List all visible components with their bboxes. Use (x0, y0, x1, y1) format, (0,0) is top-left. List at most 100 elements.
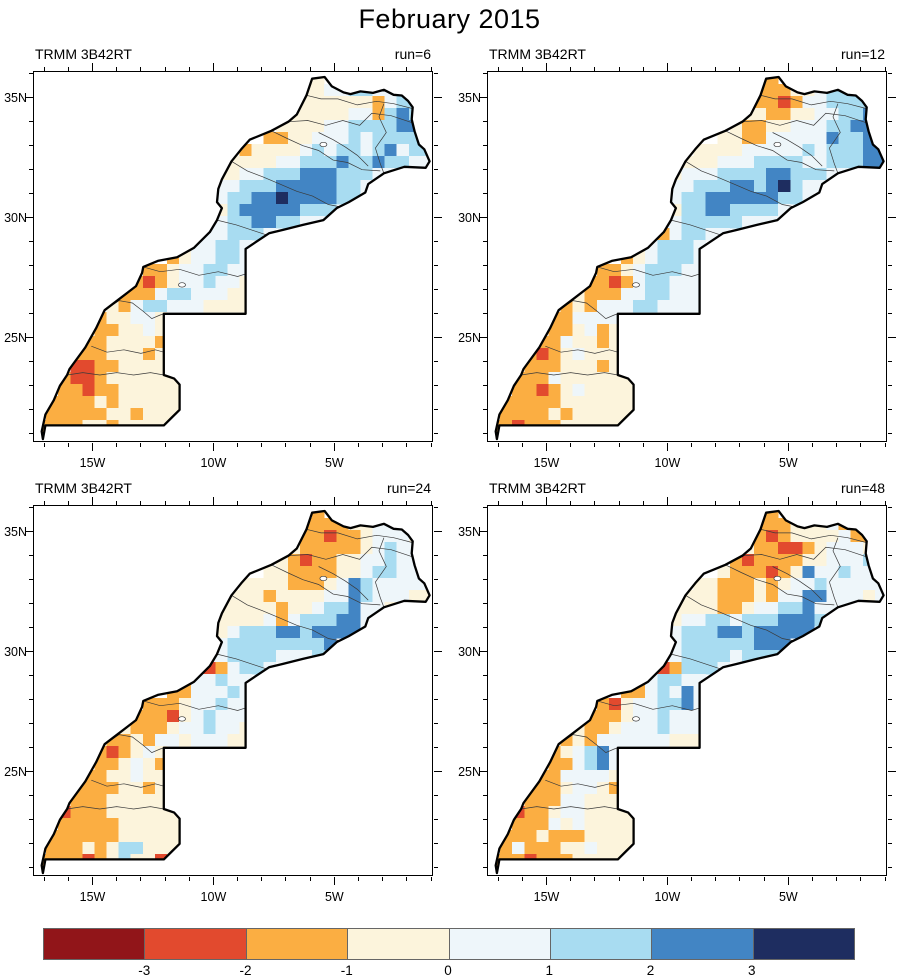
axis-tick (787, 442, 789, 451)
axis-tick (860, 876, 862, 881)
axis-tick (28, 241, 33, 243)
map-panel-run-24: TRMM 3B42RT run=24 15W 10W 5W 35N 30N 25N (4, 480, 442, 904)
axis-tick (285, 442, 287, 447)
axis-tick (482, 699, 487, 701)
axis-tick (433, 385, 438, 387)
axis-tick (212, 62, 214, 71)
axis-tick (887, 603, 892, 605)
axis-tick (433, 145, 438, 147)
run-label: run=6 (394, 46, 431, 62)
axis-tick (28, 507, 33, 509)
axis-tick (28, 819, 33, 821)
axis-tick (497, 876, 499, 881)
axis-tick (691, 442, 693, 447)
axis-tick (739, 500, 741, 505)
axis-tick (482, 843, 487, 845)
axis-tick (433, 627, 438, 629)
axis-tick (28, 313, 33, 315)
axis-tick (43, 66, 45, 71)
lat-tick-label: 35N (4, 90, 27, 105)
axis-tick (261, 442, 263, 447)
axis-tick (28, 409, 33, 411)
axis-tick (887, 819, 892, 821)
axis-tick (28, 699, 33, 701)
axis-tick (24, 771, 33, 773)
axis-tick (887, 795, 892, 797)
axis-tick (666, 442, 668, 451)
anomaly-grid (495, 511, 884, 874)
axis-tick (433, 771, 442, 773)
axis-tick (433, 579, 438, 581)
lon-tick-label: 5W (324, 890, 344, 904)
axis-tick (433, 241, 438, 243)
axis-tick (887, 73, 892, 75)
colorbar-segment (348, 929, 450, 959)
colorbar-segment (550, 929, 653, 959)
anomaly-grid (41, 77, 430, 440)
axis-tick (433, 73, 438, 75)
axis-tick (884, 876, 886, 881)
axis-tick (67, 66, 69, 71)
anomaly-grid (495, 77, 884, 440)
axis-tick (28, 121, 33, 123)
figure-title: February 2015 (358, 4, 541, 34)
axis-tick (478, 651, 487, 653)
axis-tick (430, 66, 432, 71)
axis-tick (433, 675, 438, 677)
axis-tick (887, 507, 892, 509)
axis-tick (691, 66, 693, 71)
axis-tick (478, 771, 487, 773)
axis-tick (433, 337, 442, 339)
axis-tick (482, 433, 487, 435)
axis-tick (309, 66, 311, 71)
axis-tick (482, 385, 487, 387)
country-outline (494, 75, 885, 441)
lon-tick-label: 10W (200, 456, 227, 470)
axis-tick (67, 876, 69, 881)
lat-tick-label: 25N (458, 330, 481, 345)
axis-tick (763, 66, 765, 71)
country-outline (40, 509, 431, 875)
lon-tick-label: 15W (533, 456, 560, 470)
axis-tick (433, 409, 438, 411)
axis-tick (164, 442, 166, 447)
axis-tick (482, 675, 487, 677)
axis-tick (67, 442, 69, 447)
axis-tick (433, 795, 438, 797)
axis-tick (521, 500, 523, 505)
axis-tick (433, 603, 438, 605)
axis-tick (482, 193, 487, 195)
axis-tick (406, 500, 408, 505)
axis-tick (28, 289, 33, 291)
axis-tick (715, 66, 717, 71)
axis-tick (478, 97, 487, 99)
axis-tick (594, 876, 596, 881)
axis-tick (433, 361, 438, 363)
colorbar-tick-label: 3 (747, 963, 756, 978)
axis-tick (188, 500, 190, 505)
axis-tick (433, 531, 442, 533)
axis-tick (478, 337, 487, 339)
axis-tick (28, 555, 33, 557)
axis-tick (433, 843, 438, 845)
run-label: run=48 (841, 480, 885, 496)
axis-tick (433, 97, 442, 99)
axis-tick (28, 433, 33, 435)
axis-tick (164, 500, 166, 505)
lat-tick-label: 25N (4, 764, 27, 779)
axis-tick (433, 699, 438, 701)
axis-tick (691, 876, 693, 881)
axis-tick (382, 500, 384, 505)
axis-tick (521, 66, 523, 71)
axis-tick (333, 496, 335, 505)
axis-tick (887, 313, 892, 315)
axis-tick (887, 241, 892, 243)
axis-tick (521, 876, 523, 881)
axis-tick (482, 507, 487, 509)
axis-tick (811, 500, 813, 505)
axis-tick (188, 66, 190, 71)
axis-tick (497, 442, 499, 447)
axis-tick (860, 66, 862, 71)
run-label: run=12 (841, 46, 885, 62)
axis-tick (887, 433, 892, 435)
